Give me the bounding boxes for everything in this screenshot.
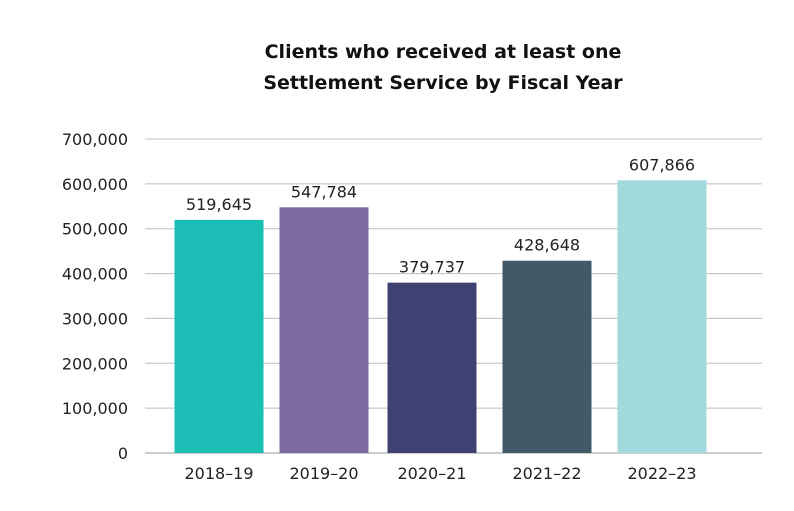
bar [279,207,369,453]
data-label: 607,866 [629,155,695,174]
y-axis-ticks: 0 100,000 200,000 300,000 400,000 500,000 600,… [62,130,128,463]
y-tick-label: 200,000 [62,354,128,373]
x-tick-label: 2022–23 [627,464,696,483]
x-tick-label: 2018–19 [184,464,253,483]
y-tick-label: 100,000 [62,399,128,418]
data-label: 547,784 [291,182,357,201]
bar [174,219,264,453]
bars [174,180,707,453]
x-tick-label: 2021–22 [512,464,581,483]
bar [502,260,592,453]
data-label: 379,737 [399,258,465,277]
data-label: 519,645 [186,195,252,214]
x-tick-label: 2020–21 [397,464,466,483]
chart-title-line-2: Settlement Service by Fiscal Year [263,72,623,94]
y-tick-label: 600,000 [62,175,128,194]
chart-title-line-1: Clients who received at least one [264,41,622,63]
y-tick-label: 400,000 [62,265,128,284]
bar [387,282,477,453]
bar [617,180,707,453]
y-tick-label: 0 [118,444,128,463]
y-tick-label: 300,000 [62,309,128,328]
data-label: 428,648 [514,236,580,255]
x-axis-ticks: 2018–19 2019–20 2020–21 2021–22 2022–23 [184,464,696,483]
y-tick-label: 500,000 [62,220,128,239]
y-tick-label: 700,000 [62,130,128,149]
data-labels: 519,645 547,784 379,737 428,648 607,866 [186,155,695,276]
x-tick-label: 2019–20 [289,464,358,483]
